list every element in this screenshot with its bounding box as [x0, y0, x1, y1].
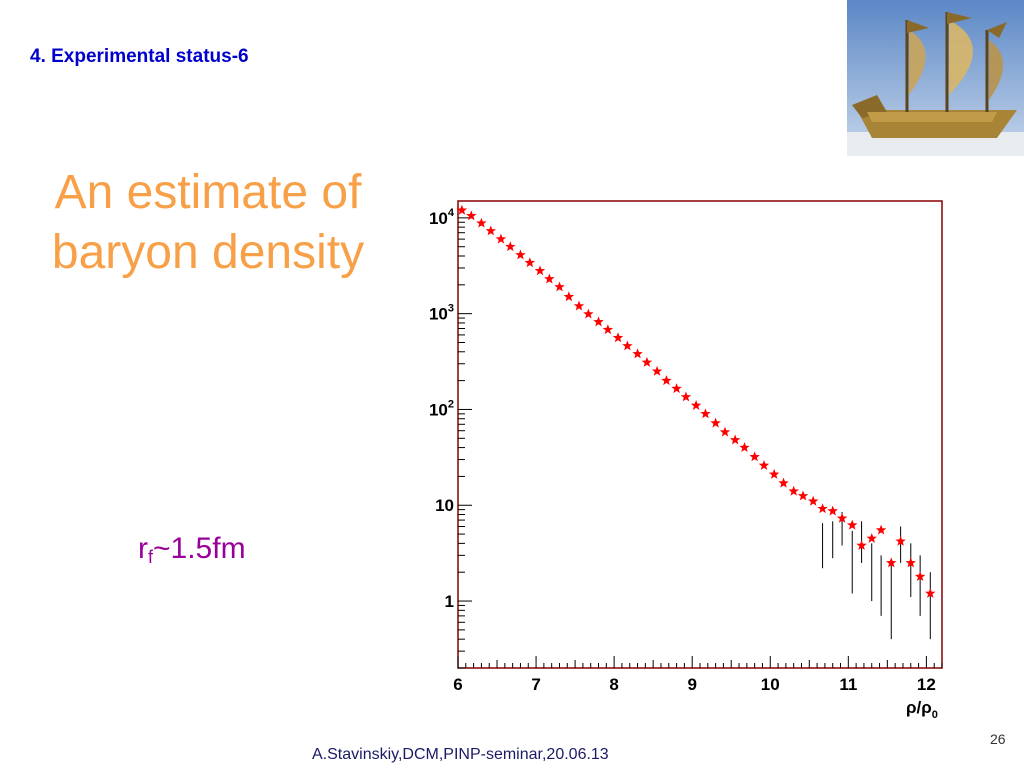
data-point [602, 324, 614, 335]
data-point [905, 557, 917, 568]
data-point [690, 399, 702, 410]
data-point [778, 477, 789, 488]
data-point [641, 356, 653, 367]
data-point [856, 540, 867, 550]
y-tick-label: 10 [435, 496, 454, 515]
data-point [622, 340, 633, 351]
data-point [788, 485, 799, 496]
x-axis-title: ρ/ρ0 [906, 698, 938, 721]
main-title-line-1: An estimate of [54, 166, 362, 219]
x-tick-label: 7 [531, 675, 540, 694]
data-point [836, 512, 848, 523]
y-tick-label: 104 [429, 207, 455, 228]
data-point [544, 273, 555, 284]
data-point [554, 281, 565, 292]
axes [457, 217, 943, 669]
data-point [573, 300, 585, 311]
data-point [739, 442, 750, 453]
y-tick-label: 102 [429, 398, 454, 419]
data-point [729, 434, 741, 445]
data-point [817, 503, 828, 514]
data-point [680, 391, 692, 402]
data-point [524, 257, 536, 268]
data-point [719, 426, 731, 437]
data-point [632, 348, 643, 359]
data-points [456, 204, 936, 598]
data-point [700, 408, 711, 419]
rf-subscript: f [148, 547, 154, 567]
data-point [515, 249, 526, 260]
x-tick-label: 8 [609, 675, 618, 694]
section-title: 4. Experimental status-6 [30, 46, 249, 67]
x-axis-title-sub: 0 [932, 709, 938, 721]
x-tick-label: 11 [839, 675, 857, 694]
data-point [807, 495, 819, 506]
freeze-out-radius-label: rf~1.5fm [138, 532, 246, 568]
data-point [895, 535, 906, 546]
x-axis-title-den: ρ [921, 698, 932, 717]
rf-base: r [138, 532, 148, 565]
data-point [651, 365, 663, 376]
data-point [505, 241, 516, 252]
x-tick-label: 10 [761, 675, 780, 694]
x-axis-title-num: ρ [906, 698, 917, 717]
data-point [768, 468, 780, 479]
data-point [827, 505, 838, 516]
y-tick-label: 1 [445, 592, 454, 611]
data-point [925, 587, 936, 598]
data-point [875, 524, 887, 535]
data-point [671, 383, 682, 394]
y-tick-label: 103 [429, 303, 454, 324]
data-point [661, 375, 672, 386]
data-point [749, 451, 760, 462]
footer-text: A.Stavinskiy,DCM,PINP-seminar,20.06.13 [312, 746, 609, 763]
sailing-ship-photo [847, 0, 1024, 156]
data-point [466, 210, 477, 221]
data-point [583, 308, 594, 319]
main-title: An estimate of baryon density [18, 163, 398, 283]
data-point [495, 233, 507, 244]
main-title-line-2: baryon density [51, 226, 365, 279]
plot-frame [457, 200, 943, 669]
data-point [866, 532, 877, 543]
data-point [710, 417, 721, 428]
y-tick-labels: 1 10 102 103 104 [429, 207, 455, 611]
data-point [797, 490, 809, 501]
x-tick-label: 6 [453, 675, 462, 694]
data-point [534, 265, 546, 276]
data-point [886, 557, 897, 568]
x-tick-label: 12 [917, 675, 936, 694]
ship-illustration [847, 0, 1024, 156]
data-point [563, 291, 575, 302]
data-point [456, 204, 468, 215]
data-point [485, 225, 497, 236]
data-point [914, 571, 926, 582]
data-point [758, 460, 770, 470]
rf-value: ~1.5fm [153, 532, 246, 565]
data-point [593, 316, 604, 327]
data-point [612, 332, 624, 343]
data-point [476, 217, 487, 228]
x-tick-labels: 6 7 8 9 10 11 12 [453, 675, 936, 694]
error-bars [822, 512, 931, 640]
x-tick-label: 9 [687, 675, 696, 694]
page-number: 26 [990, 731, 1006, 747]
data-point [846, 519, 858, 530]
